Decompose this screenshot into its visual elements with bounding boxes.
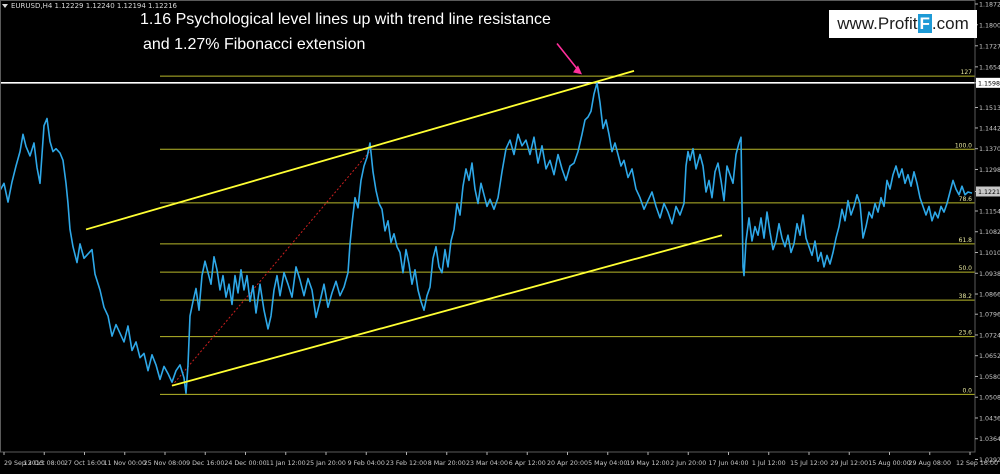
time-tick-label-14: 20 Apr 20:00 [547,460,588,467]
fib-anchor-dotted-line [171,148,373,387]
marked-level-box [976,77,1000,88]
fib-level-label-7: 0.0 [962,387,972,394]
time-tick-label-12: 23 Mar 04:00 [466,460,508,467]
fib-level-label-0: 127 [961,69,973,76]
price-tick-label-7: 1.13700 [979,146,1000,153]
price-tick-label-8: 1.12980 [979,167,1000,174]
price-tick-label-15: 1.07960 [979,312,1000,319]
time-tick-label-6: 24 Dec 00:00 [224,460,266,467]
fib-level-label-6: 23.6 [959,330,973,337]
price-tick-label-0: 1.18720 [979,2,1000,9]
annotation-line-2: and 1.27% Fibonacci extension [143,36,366,53]
time-tick-label-20: 15 Jul 12:00 [790,460,828,467]
time-tick-label-23: 29 Aug 08:00 [909,460,951,467]
time-tick-label-3: 11 Nov 00:00 [104,460,146,467]
price-series [0,82,973,395]
price-tick-label-11: 1.10820 [979,229,1000,236]
price-tick-label-12: 1.10100 [979,250,1000,257]
time-tick-label-19: 1 Jul 12:00 [752,460,786,467]
time-tick-label-24: 12 Sep 16:00 [956,460,998,467]
time-tick-label-16: 19 May 12:00 [626,460,669,467]
price-tick-label-14: 1.08660 [979,292,1000,299]
price-tick-label-3: 1.16540 [979,64,1000,71]
time-tick-label-22: 15 Aug 00:00 [868,460,910,467]
lower-trend-line [171,234,723,387]
price-tick-label-20: 1.04360 [979,415,1000,422]
time-tick-label-13: 6 Apr 12:00 [509,460,546,467]
time-tick-label-4: 25 Nov 08:00 [144,460,186,467]
price-tick-label-10: 1.11540 [979,208,1000,215]
trend-channel [85,42,723,387]
annotation-line-1: 1.16 Psychological level lines up with t… [140,11,551,28]
price-tick-label-6: 1.14420 [979,125,1000,132]
fib-level-label-5: 38.2 [959,293,973,300]
price-axis: 1.18720 1.18000 1.17270 1.16540 1.15130 1.144… [0,0,1000,464]
price-tick-label-22: 1.02920 [979,457,1000,464]
price-tick-label-1: 1.18000 [979,22,1000,29]
price-tick-label-17: 1.06520 [979,353,1000,360]
dropdown-triangle-icon[interactable] [2,4,8,8]
current-price-box [976,186,1000,197]
arrow-shaft [556,42,581,73]
price-tick-label-5: 1.15130 [979,105,1000,112]
time-tick-label-18: 17 Jun 04:00 [708,460,748,467]
current-price-label: 1.12216 [978,189,1000,196]
symbol-info-label: EURUSD,H4 1.12229 1.12240 1.12194 1.1221… [2,2,177,10]
time-tick-label-11: 8 Mar 20:00 [428,460,466,467]
time-tick-label-5: 9 Dec 16:00 [186,460,224,467]
time-tick-label-2: 27 Oct 16:00 [64,460,105,467]
price-tick-label-19: 1.05080 [979,395,1000,402]
price-tick-label-13: 1.09380 [979,271,1000,278]
watermark-logo: www.Profit F .com [829,10,977,38]
fib-level-label-4: 50.0 [959,265,973,272]
fib-level-label-3: 61.8 [959,237,973,244]
time-tick-label-10: 23 Feb 12:00 [386,460,427,467]
price-tick-label-18: 1.05800 [979,374,1000,381]
time-tick-label-9: 9 Feb 04:00 [348,460,385,467]
price-tick-label-21: 1.03640 [979,436,1000,443]
fib-level-label-1: 100.0 [955,142,972,149]
price-line [0,82,973,395]
time-tick-label-0: 29 Sep 2015 [4,460,44,467]
arrow-head [573,65,582,75]
time-tick-label-7: 11 Jan 12:00 [266,460,306,467]
plot-frame [0,0,976,453]
time-tick-label-21: 29 Jul 12:00 [830,460,868,467]
price-tick-label-2: 1.17270 [979,43,1000,50]
time-tick-label-15: 5 May 04:00 [588,460,627,467]
price-tick-label-16: 1.07240 [979,332,1000,339]
time-tick-label-17: 2 Jun 20:00 [670,460,706,467]
fib-level-label-2: 78.6 [959,196,973,203]
time-tick-label-8: 25 Jan 20:00 [306,460,346,467]
marked-level-label: 1.15986 [978,80,1000,87]
upper-trend-line [85,70,635,231]
fibonacci-retracement: 127 100.0 78.6 61.8 50.0 38.2 23.6 0.0 [160,69,975,395]
time-tick-label-1: 13 Oct 08:00 [24,460,65,467]
